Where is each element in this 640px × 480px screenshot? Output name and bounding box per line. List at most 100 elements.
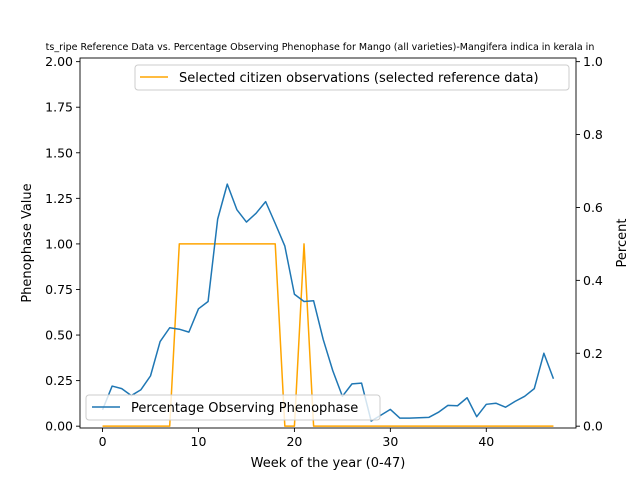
plot-area	[101, 183, 555, 427]
series-0-point-25	[342, 425, 344, 427]
series-0-point-44	[524, 425, 526, 427]
series-1-point-9	[188, 331, 190, 333]
series-0-point-40	[486, 425, 488, 427]
series-0-point-20	[294, 425, 296, 427]
y-left-tick-label-7: 1.75	[45, 100, 73, 115]
y-left-tick-label-5: 1.25	[45, 191, 73, 206]
series-0-point-8	[179, 243, 181, 245]
series-1-point-34	[428, 417, 430, 419]
legend-percentage-frame	[85, 394, 381, 421]
y-right-tick-label-4: 0.8	[583, 127, 603, 142]
legend-reference-label: Selected citizen observations (selected …	[179, 71, 539, 86]
x-tick-label-4: 40	[478, 434, 494, 449]
series-1-point-11	[207, 301, 209, 303]
series-0-point-2	[121, 425, 123, 427]
series-0-point-33	[418, 425, 420, 427]
y-left-tick-label-0: 0.00	[45, 419, 73, 434]
y-right-tick-label-0: 0.0	[583, 419, 603, 434]
series-0-point-36	[447, 425, 449, 427]
x-tick-label-3: 30	[382, 434, 398, 449]
series-1-point-24	[332, 370, 334, 372]
series-0-point-18	[274, 243, 276, 245]
x-tick-label-1: 10	[191, 434, 207, 449]
series-1-point-19	[284, 245, 286, 247]
y-left-tick-label-3: 0.75	[45, 282, 73, 297]
series-1-point-23	[322, 339, 324, 341]
series-1-point-46	[543, 352, 545, 354]
series-0-point-12	[217, 243, 219, 245]
series-0-point-5	[150, 425, 152, 427]
series-line-1	[101, 183, 555, 422]
series-1-point-6	[159, 341, 161, 343]
series-1-point-26	[351, 383, 353, 385]
series-0-point-34	[428, 425, 430, 427]
series-0-point-45	[533, 425, 535, 427]
series-1-point-39	[476, 416, 478, 418]
plot-frame	[79, 57, 577, 429]
series-0-point-37	[457, 425, 459, 427]
series-0-point-42	[505, 425, 507, 427]
series-1-point-36	[447, 405, 449, 407]
x-axis-label: Week of the year (0-47)	[251, 456, 406, 471]
series-1-point-4	[140, 389, 142, 391]
series-0-point-31	[399, 425, 401, 427]
y-axis-label-right: Percent	[615, 219, 630, 268]
series-0-point-17	[265, 243, 267, 245]
x-tick-label-0: 0	[99, 434, 107, 449]
series-0-point-28	[370, 425, 372, 427]
series-1-point-8	[179, 328, 181, 330]
series-0-point-29	[380, 425, 382, 427]
series-1-point-35	[438, 412, 440, 414]
series-1-point-30	[390, 409, 392, 411]
series-0-point-24	[332, 425, 334, 427]
series-0-point-32	[409, 425, 411, 427]
series-0-point-13	[226, 243, 228, 245]
series-0-point-23	[322, 425, 324, 427]
y-axis-label-left: Phenophase Value	[20, 183, 35, 302]
series-0-point-39	[476, 425, 478, 427]
series-line-0	[102, 243, 554, 427]
series-0-point-22	[313, 425, 315, 427]
y-right-tick-label-3: 0.6	[583, 200, 603, 215]
series-0-point-16	[255, 243, 257, 245]
y-right-tick-label-1: 0.2	[583, 346, 603, 361]
series-1-point-10	[198, 308, 200, 310]
series-1-point-7	[169, 327, 171, 329]
legend-percentage: Percentage Observing Phenophase	[85, 394, 381, 421]
series-0-point-9	[188, 243, 190, 245]
series-1-point-37	[457, 405, 459, 407]
series-1-point-47	[553, 378, 555, 380]
series-0-point-35	[438, 425, 440, 427]
series-0-point-43	[514, 425, 516, 427]
series-1-point-42	[505, 406, 507, 408]
series-1-point-33	[418, 417, 420, 419]
series-0-point-26	[351, 425, 353, 427]
y-left-tick-label-8: 2.00	[45, 54, 73, 69]
series-0-point-27	[361, 425, 363, 427]
series-0-point-0	[102, 425, 104, 427]
series-1-point-12	[217, 218, 219, 220]
series-1-point-15	[246, 221, 248, 223]
axis-ticks: 0 10 20 30 40 0.00 0.25 0.50 0.75 1.00 1.25 1.50 1.7…	[45, 54, 603, 449]
series-1-point-21	[303, 301, 305, 303]
series-1-point-14	[236, 209, 238, 211]
series-0-point-41	[495, 425, 497, 427]
series-1-point-2	[121, 388, 123, 390]
y-right-tick-label-2: 0.4	[583, 273, 603, 288]
series-1-point-27	[361, 382, 363, 384]
series-0-point-6	[159, 425, 161, 427]
series-1-point-16	[255, 212, 257, 214]
series-0-point-38	[466, 425, 468, 427]
series-0-point-47	[553, 425, 555, 427]
series-1-point-41	[495, 402, 497, 404]
series-1-point-44	[524, 395, 526, 397]
legend-reference-data: Selected citizen observations (selected …	[134, 64, 570, 91]
y-left-tick-label-6: 1.50	[45, 145, 73, 160]
series-1-point-20	[294, 293, 296, 295]
chart-title: ts_ripe Reference Data vs. Percentage Ob…	[46, 42, 595, 53]
series-0-point-11	[207, 243, 209, 245]
y-left-tick-label-2: 0.50	[45, 328, 73, 343]
y-left-tick-label-4: 1.00	[45, 236, 73, 251]
series-1-point-17	[265, 201, 267, 203]
series-0-point-1	[111, 425, 113, 427]
